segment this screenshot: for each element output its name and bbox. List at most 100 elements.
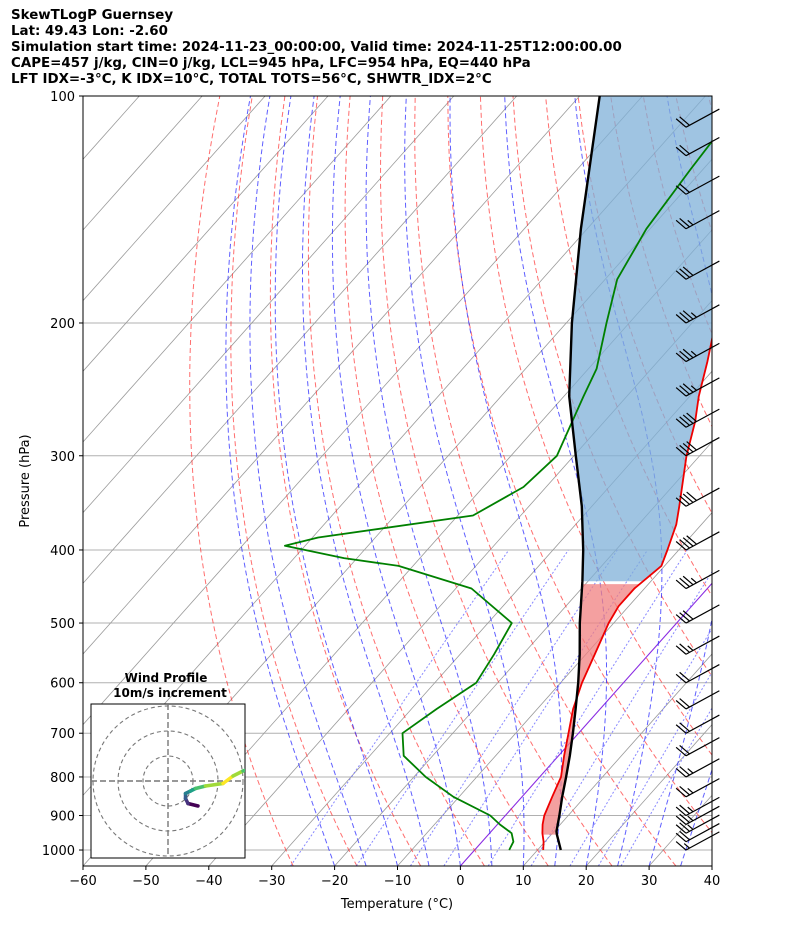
barb-full [682, 443, 694, 453]
isotherm [83, 96, 203, 231]
time-line: Simulation start time: 2024-11-23_00:00:… [11, 40, 622, 55]
barb-full [675, 118, 687, 128]
isotherm [83, 96, 517, 584]
mixing-ratio-line [290, 549, 510, 866]
barb-shaft [685, 408, 720, 428]
barb-full [679, 643, 690, 653]
moist-adiabat [744, 96, 794, 866]
mixing-ratio-line [487, 549, 688, 866]
x-tick-label: 10 [515, 874, 532, 889]
barb-full [675, 146, 687, 157]
barb-shaft [685, 714, 720, 734]
barb-full [679, 116, 690, 126]
dry-adiabat [741, 96, 794, 866]
barb-full [682, 575, 694, 586]
y-tick-label: 600 [50, 677, 75, 692]
moist-adiabat [648, 96, 712, 866]
wind-barb [675, 408, 720, 428]
barb-full [675, 352, 687, 363]
isotherm [83, 96, 329, 372]
barb-full [679, 144, 690, 155]
barb-full [679, 495, 690, 505]
dry-adiabat [189, 96, 294, 866]
barb-full [675, 579, 687, 589]
moist-adiabat [449, 96, 562, 866]
x-tick-label: −30 [258, 874, 285, 889]
dry-adiabat [447, 96, 712, 834]
isotherm [83, 96, 392, 443]
barb-full [675, 541, 687, 551]
moist-adiabat [404, 96, 525, 866]
parcel-line [555, 96, 601, 851]
barb-full [679, 444, 690, 455]
x-tick-label: 20 [578, 874, 595, 889]
dry-adiabat [479, 96, 712, 756]
y-tick-label: 100 [50, 90, 75, 105]
dry-adiabat [379, 96, 613, 866]
barb-full [682, 310, 694, 320]
barb-half [687, 768, 694, 774]
barb-full [675, 497, 687, 507]
barb-full [679, 268, 690, 278]
barb-full [679, 785, 690, 796]
barb-full [682, 383, 694, 393]
barb-full [679, 813, 690, 824]
barb-shaft [685, 758, 720, 778]
dry-adiabat [414, 96, 677, 866]
barb-full [675, 724, 687, 734]
wind-barb [675, 260, 720, 280]
dewpoint-line [284, 139, 712, 851]
location-line: Lat: 49.43 Lon: -2.60 [11, 24, 168, 39]
barb-shaft [685, 823, 720, 843]
isotherm [83, 96, 580, 655]
y-tick-label: 900 [50, 810, 75, 825]
barb-shaft [685, 487, 720, 507]
wind-barb [675, 531, 720, 551]
wind-barb [675, 604, 720, 624]
wind-barb [675, 814, 720, 834]
hodograph: Wind Profile 10m/s increment [90, 671, 246, 859]
dry-adiabat [708, 96, 712, 113]
isotherm [208, 300, 712, 866]
moist-adiabat [365, 96, 493, 866]
barb-full [679, 804, 690, 815]
barb-full [675, 815, 687, 825]
wind-barb [675, 304, 720, 324]
barb-full [679, 183, 690, 193]
x-tick-label: −10 [384, 874, 411, 889]
wind-barb [675, 569, 720, 590]
barb-shaft [685, 604, 720, 624]
barb-half [687, 219, 694, 226]
barb-full [679, 385, 690, 395]
barb-shaft [685, 569, 720, 590]
barb-full [686, 412, 697, 422]
y-tick-label: 200 [50, 317, 75, 332]
barb-half [687, 645, 694, 651]
barb-full [675, 746, 687, 757]
wind-barb [675, 137, 720, 157]
indices-line-1: CAPE=457 j/kg, CIN=0 j/kg, LCL=945 hPa, … [11, 56, 531, 71]
zero-isotherm [459, 582, 712, 866]
moist-adiabat [331, 96, 461, 866]
moist-adiabat [711, 864, 712, 866]
barb-full [686, 441, 697, 451]
x-tick-label: −60 [69, 874, 96, 889]
dry-adiabat [230, 96, 358, 866]
temperature-line [541, 334, 712, 851]
y-tick-label: 700 [50, 727, 75, 742]
barb-full [675, 219, 687, 230]
barb-half [690, 577, 697, 584]
barb-full [682, 414, 694, 424]
barb-shaft [685, 635, 720, 655]
barb-full [679, 612, 690, 622]
isotherm [711, 865, 712, 866]
x-tick-label: 0 [456, 874, 464, 889]
barb-shaft [685, 137, 720, 157]
profile-lines [284, 96, 712, 851]
barb-full [679, 744, 690, 755]
barb-full [679, 312, 690, 322]
wind-barb [675, 823, 720, 843]
chart-header: SkewTLogP Guernsey Lat: 49.43 Lon: -2.60… [11, 8, 622, 88]
barb-shaft [685, 531, 720, 551]
